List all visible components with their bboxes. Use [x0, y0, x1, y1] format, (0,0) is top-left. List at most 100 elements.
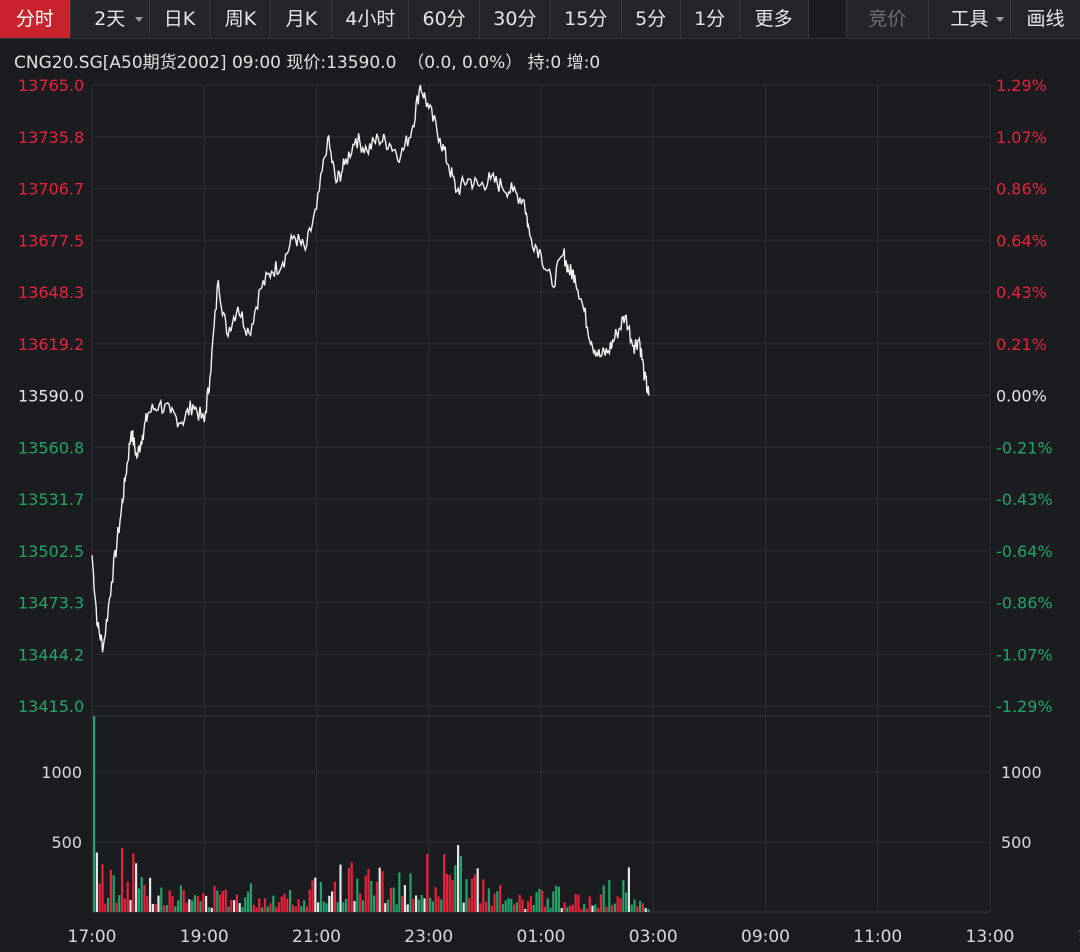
- time-tick-label: 15:00: [1078, 927, 1080, 947]
- volume-bar: [468, 897, 471, 912]
- volume-bar: [93, 716, 96, 912]
- volume-bar: [126, 881, 129, 912]
- volume-bar: [182, 889, 185, 912]
- volume-bar: [188, 899, 191, 912]
- volume-bar: [163, 905, 166, 912]
- volume-bar: [552, 891, 555, 912]
- tab-daily-k[interactable]: 日K: [149, 0, 211, 38]
- volume-bar: [314, 877, 317, 912]
- volume-bar: [179, 885, 182, 912]
- volume-bar: [375, 881, 378, 912]
- volume-bar: [613, 903, 616, 912]
- volume-bar: [177, 900, 180, 912]
- volume-bar: [529, 896, 532, 912]
- volume-bar: [347, 867, 350, 912]
- volume-bar: [196, 896, 199, 912]
- volume-bar: [616, 896, 619, 912]
- tab-monthly-k[interactable]: 月K: [271, 0, 333, 38]
- volume-bar: [258, 898, 261, 912]
- volume-bar: [277, 902, 280, 912]
- volume-bar: [585, 908, 588, 912]
- volume-bar: [389, 887, 392, 912]
- volume-bars: [93, 716, 650, 912]
- volume-bar: [168, 890, 171, 912]
- volume-bar: [437, 896, 440, 912]
- volume-bar: [457, 845, 460, 912]
- interest-increase: 增:0: [566, 53, 601, 73]
- price-tick-label: 13648.3: [18, 283, 84, 302]
- quote-time: 09:00: [231, 53, 281, 73]
- volume-bar: [269, 903, 272, 912]
- percent-tick-label: 1.29%: [996, 76, 1047, 95]
- volume-bar: [532, 905, 535, 912]
- volume-bar: [319, 881, 322, 912]
- volume-bar: [401, 896, 404, 912]
- volume-bar: [230, 900, 233, 912]
- tab-60min[interactable]: 60分: [409, 0, 480, 38]
- volume-bar: [459, 856, 462, 912]
- tab-4hour[interactable]: 4小时: [332, 0, 410, 38]
- volume-bar: [412, 898, 415, 912]
- tab-15min[interactable]: 15分: [550, 0, 622, 38]
- volume-bar: [588, 896, 591, 912]
- volume-bar: [227, 906, 230, 912]
- volume-bar: [280, 896, 283, 912]
- volume-bar: [216, 890, 219, 912]
- tab-more[interactable]: 更多: [739, 0, 809, 38]
- volume-bar: [454, 865, 457, 912]
- volume-bar: [462, 902, 465, 912]
- tab-2day-label: 2天: [94, 8, 126, 30]
- volume-bar: [132, 853, 135, 912]
- volume-bar: [289, 890, 292, 912]
- tab-30min[interactable]: 30分: [479, 0, 551, 38]
- volume-bar: [193, 895, 196, 912]
- volume-bar: [633, 899, 636, 912]
- volume-bar: [367, 868, 370, 912]
- volume-bar: [137, 888, 140, 912]
- volume-bar: [496, 891, 499, 912]
- volume-bar: [361, 900, 364, 912]
- tools-button[interactable]: 工具: [928, 0, 1012, 38]
- percent-tick-label: -1.07%: [996, 645, 1053, 664]
- tab-5min[interactable]: 5分: [621, 0, 681, 38]
- chevron-down-icon: [996, 17, 1005, 22]
- volume-bar: [101, 864, 104, 912]
- tab-2day[interactable]: 2天: [70, 0, 150, 38]
- volume-bar: [473, 874, 476, 912]
- volume-bar: [207, 907, 210, 912]
- time-tick-label: 11:00: [853, 927, 902, 947]
- tools-label: 工具: [950, 8, 989, 30]
- volume-bar: [151, 903, 154, 912]
- volume-bar: [350, 862, 353, 912]
- volume-bar: [440, 899, 443, 912]
- volume-bar: [291, 904, 294, 912]
- price-tick-label: 13619.2: [18, 335, 84, 354]
- tab-auction[interactable]: 竞价: [845, 0, 929, 38]
- volume-bar: [490, 905, 493, 912]
- volume-bar: [571, 904, 574, 912]
- volume-bar: [591, 905, 594, 912]
- volume-bar: [482, 879, 485, 912]
- draw-line-button[interactable]: 画线: [1011, 0, 1080, 38]
- tab-intraday[interactable]: 分时: [0, 0, 71, 38]
- volume-bar: [381, 871, 384, 912]
- volume-bar: [521, 899, 524, 912]
- percent-tick-label: -0.43%: [996, 490, 1053, 509]
- tab-weekly-k[interactable]: 周K: [210, 0, 272, 38]
- price-tick-label: 13706.7: [18, 180, 84, 199]
- volume-bar: [112, 875, 115, 912]
- percent-tick-label: -0.86%: [996, 594, 1053, 613]
- volume-bar: [599, 894, 602, 912]
- price-tick-label: 13735.8: [18, 128, 84, 147]
- volume-bar: [546, 898, 549, 912]
- tab-1min[interactable]: 1分: [680, 0, 740, 38]
- volume-bar: [476, 868, 479, 912]
- price-line: [91, 84, 650, 653]
- percent-tick-label: 0.00%: [996, 387, 1047, 406]
- percent-tick-label: -1.29%: [996, 697, 1053, 716]
- volume-bar: [325, 903, 328, 912]
- volume-bar: [527, 901, 530, 912]
- volume-bar: [524, 909, 527, 912]
- volume-bar: [185, 903, 188, 912]
